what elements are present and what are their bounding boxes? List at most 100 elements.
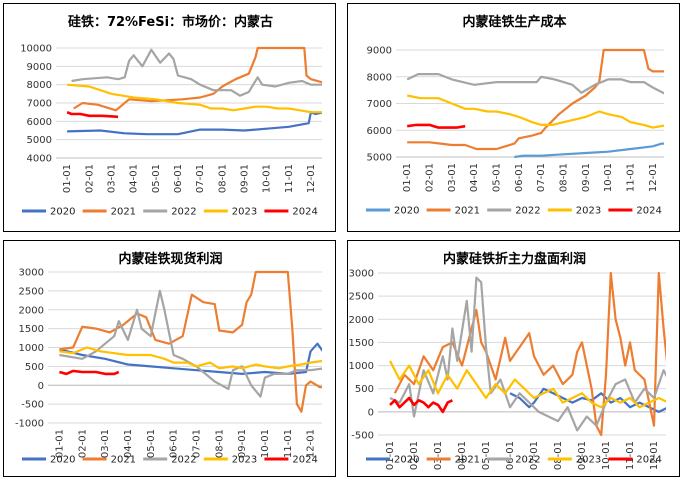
x-tick-label: 10-01 [262, 164, 273, 193]
y-tick-label: 500 [25, 362, 44, 373]
chart-panel-price: 硅铁：72%FeSi：市场价：内蒙古 4000 5000 6000 7000 8000 90… [3, 3, 336, 232]
x-tick-label: 07-01 [529, 441, 540, 470]
series-line-2024 [389, 396, 453, 414]
y-tick-label: 8000 [27, 80, 52, 91]
x-tick-label: 10-01 [601, 441, 612, 470]
y-tick-label: 1000 [19, 343, 44, 354]
x-tick-label: 12-01 [649, 441, 660, 470]
series-line-2022 [71, 48, 322, 97]
y-tick-label: 8000 [367, 72, 392, 83]
chart-svg: 内蒙硅铁生产成本 5000 6000 7000 8000 9000 01-01 02-01 03… [366, 14, 664, 217]
x-tick-label: 09-01 [239, 164, 250, 193]
y-tick-label: 5000 [367, 153, 392, 164]
x-tick-label: 04-01 [129, 164, 140, 193]
legend-label: 2022 [515, 206, 540, 217]
chart-svg: 内蒙硅铁现货利润 -1000 -500 0 500 1000 1500 2000 2500 300… [15, 251, 322, 466]
y-tick-label: 1500 [349, 338, 374, 349]
legend-label: 2024 [292, 207, 317, 218]
legend-label: 2020 [50, 207, 75, 218]
series-line-2022 [59, 289, 322, 398]
x-tick-label: 02-01 [425, 163, 436, 192]
legend-label: 2020 [50, 455, 75, 466]
y-tick-label: 1500 [19, 324, 44, 335]
chart-panel-cost: 内蒙硅铁生产成本 5000 6000 7000 8000 9000 01-01 02-01 03… [347, 3, 680, 232]
x-tick-label: 06-01 [514, 163, 525, 192]
legend-item-2021: 2021 [82, 207, 136, 218]
y-tick-label: 500 [355, 384, 374, 395]
x-tick-label: 02-01 [409, 441, 420, 470]
legend-item-2024: 2024 [608, 455, 662, 466]
y-tick-label: -500 [351, 431, 374, 442]
series-line-2024 [407, 123, 466, 129]
legend-label: 2024 [636, 455, 661, 466]
x-tick-label: 05-01 [151, 164, 162, 193]
y-tick-label: 2500 [349, 292, 374, 303]
x-tick-label: 09-01 [577, 441, 588, 470]
x-tick-label: 11-01 [626, 163, 637, 192]
x-tick-label: 06-01 [169, 429, 180, 458]
x-tick-label: 03-01 [447, 163, 458, 192]
chart-title: 硅铁：72%FeSi：市场价：内蒙古 [68, 14, 273, 30]
x-tick-label: 01-01 [402, 163, 413, 192]
series-line-2023 [59, 346, 322, 370]
x-tick-label: 03-01 [100, 429, 111, 458]
x-tick-label: 05-01 [481, 441, 492, 470]
legend-item-2020: 2020 [366, 206, 419, 217]
x-tick-label: 07-01 [195, 164, 206, 193]
series-line-2021 [407, 48, 664, 151]
x-tick-label: 11-01 [284, 164, 295, 193]
series-line-2024 [66, 110, 119, 119]
x-tick-label: 08-01 [559, 163, 570, 192]
legend-item-2021: 2021 [426, 455, 480, 466]
legend-label: 2021 [455, 455, 480, 466]
legend-label: 2021 [455, 206, 480, 217]
y-tick-label: 9000 [27, 62, 52, 73]
x-tick-label: 08-01 [553, 441, 564, 470]
legend-item-2024: 2024 [264, 207, 318, 218]
series-line-2024 [59, 369, 120, 376]
series-line-2022 [389, 276, 666, 432]
legend-label: 2023 [232, 207, 257, 218]
legend-label: 2023 [232, 455, 257, 466]
x-tick-label: 08-01 [217, 164, 228, 193]
legend-item-2024: 2024 [264, 455, 318, 466]
series-line-2021 [393, 271, 666, 437]
x-tick-label: 02-01 [84, 164, 95, 193]
x-tick-label: 09-01 [581, 163, 592, 192]
x-tick-label: 12-01 [648, 163, 659, 192]
x-tick-label: 12-01 [306, 429, 317, 458]
y-tick-label: 0 [38, 381, 44, 392]
x-tick-label: 12-01 [306, 164, 317, 193]
x-tick-label: 01-01 [54, 429, 65, 458]
legend-label: 2022 [515, 455, 540, 466]
series-line-2022 [406, 73, 664, 95]
y-tick-label: 3000 [349, 269, 374, 280]
x-tick-label: 04-01 [123, 429, 134, 458]
legend-item-2023: 2023 [203, 207, 257, 218]
x-tick-label: 03-01 [106, 164, 117, 193]
x-tick-label: 05-01 [146, 429, 157, 458]
legend-item-2022: 2022 [487, 455, 541, 466]
chart-svg: 硅铁：72%FeSi：市场价：内蒙古 4000 5000 6000 7000 8000 90… [20, 14, 322, 218]
x-tick-label: 11-01 [625, 441, 636, 470]
y-tick-label: -1000 [15, 419, 44, 430]
series-line-2021 [59, 270, 322, 413]
legend-label: 2020 [394, 206, 419, 217]
legend-label: 2022 [171, 455, 196, 466]
chart-svg: 内蒙硅铁折主力盘面利润 -500 0 500 1000 1500 2000 2500 3000 0… [349, 251, 666, 470]
chart-panel-futures-profit: 内蒙硅铁折主力盘面利润 -500 0 500 1000 1500 2000 2500 3000 0… [347, 240, 680, 477]
series-line-2020 [67, 111, 322, 136]
chart-title: 内蒙硅铁现货利润 [118, 251, 222, 267]
legend-item-2022: 2022 [487, 206, 541, 217]
y-tick-label: 7000 [27, 99, 52, 110]
legend-label: 2024 [292, 455, 317, 466]
x-tick-label: 10-01 [603, 163, 614, 192]
y-tick-label: 5000 [27, 135, 52, 146]
y-tick-label: 1000 [349, 361, 374, 372]
x-tick-label: 09-01 [237, 429, 248, 458]
y-tick-label: 10000 [20, 44, 52, 55]
x-tick-label: 07-01 [191, 429, 202, 458]
x-tick-label: 01-01 [385, 441, 396, 470]
series-line-2023 [406, 94, 664, 129]
x-tick-label: 06-01 [505, 441, 516, 470]
